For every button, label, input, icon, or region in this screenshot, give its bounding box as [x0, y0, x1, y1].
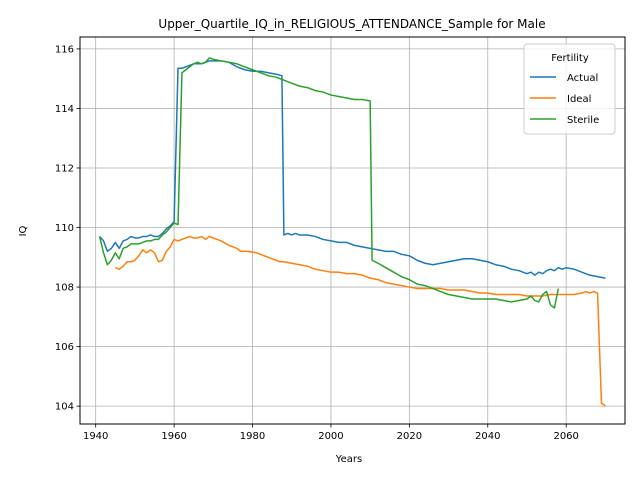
legend-box: [523, 43, 616, 135]
legend-title: Fertility: [551, 53, 589, 64]
y-tick-label: 114: [55, 104, 74, 115]
y-tick-label: 110: [55, 223, 74, 234]
legend-label-ideal: Ideal: [567, 94, 591, 105]
x-tick-label: 1940: [83, 431, 108, 442]
y-tick-label: 104: [55, 402, 74, 413]
x-axis-label: Years: [335, 454, 362, 465]
y-tick-label: 106: [55, 342, 74, 353]
x-tick-label: 1980: [240, 431, 265, 442]
x-tick-label: 1960: [161, 431, 186, 442]
y-axis-label: IQ: [18, 225, 29, 236]
x-tick-label: 2000: [318, 431, 343, 442]
axis-ticks: 1940 1960 1980 2000 2020 2040 2060 104 106 108 110…: [55, 44, 579, 442]
x-tick-label: 2020: [397, 431, 422, 442]
y-tick-label: 108: [55, 283, 74, 294]
legend-label-actual: Actual: [567, 73, 598, 84]
x-tick-label: 2040: [475, 431, 500, 442]
grid: [80, 37, 625, 424]
y-tick-label: 116: [55, 44, 74, 55]
plot-series: [98, 57, 606, 407]
chart-title: Upper_Quartile_IQ_in_RELIGIOUS_ATTENDANC…: [158, 17, 545, 31]
y-tick-label: 112: [55, 163, 74, 174]
legend-label-sterile: Sterile: [567, 115, 599, 126]
series-line-actual: [99, 60, 606, 279]
series-line-sterile: [98, 57, 560, 309]
series-line-ideal: [115, 235, 606, 407]
x-tick-label: 2060: [553, 431, 578, 442]
plot-area-frame: [79, 36, 626, 425]
legend: Fertility Actual Ideal Sterile: [523, 43, 616, 135]
